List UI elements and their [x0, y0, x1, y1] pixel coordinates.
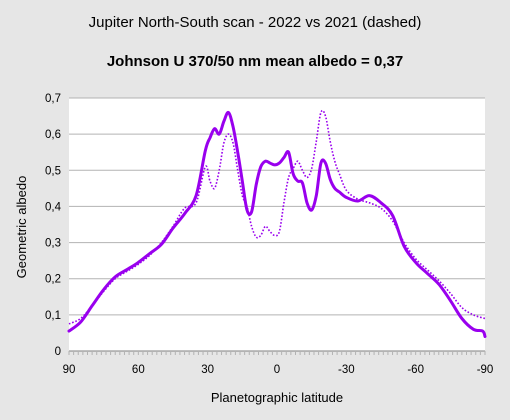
x-tick-label: -30: [338, 364, 355, 376]
y-tick-label: 0: [55, 346, 61, 358]
x-axis-title: Planetographic latitude: [211, 390, 343, 405]
chart-title: Jupiter North-South scan - 2022 vs 2021 …: [89, 14, 422, 31]
data-series: [67, 109, 487, 338]
x-tick-label: -90: [477, 364, 494, 376]
y-tick-label: 0,2: [45, 274, 61, 286]
x-tick-label: 60: [132, 364, 145, 376]
y-tick-label: 0,5: [45, 165, 61, 177]
chart-subtitle: Johnson U 370/50 nm mean albedo = 0,37: [107, 53, 403, 70]
y-axis-title: Geometric albedo: [14, 176, 29, 279]
y-axis-ticks: 0 0,1 0,2 0,3 0,4 0,5 0,6 0,7: [45, 93, 62, 358]
x-axis-ticks: 90 60 30 0 -30 -60 -90: [63, 351, 494, 376]
y-tick-label: 0,3: [45, 238, 61, 250]
y-tick-label: 0,1: [45, 310, 61, 322]
x-tick-label: -60: [407, 364, 424, 376]
x-tick-label: 90: [63, 364, 76, 376]
plot-area: [69, 98, 485, 351]
x-tick-label: 0: [274, 364, 280, 376]
y-tick-label: 0,6: [45, 129, 61, 141]
series-2021-line: [68, 109, 486, 325]
x-tick-label: 30: [201, 364, 214, 376]
y-tick-label: 0,7: [45, 93, 61, 105]
y-tick-label: 0,4: [45, 201, 62, 213]
series-2022-line: [67, 110, 487, 338]
